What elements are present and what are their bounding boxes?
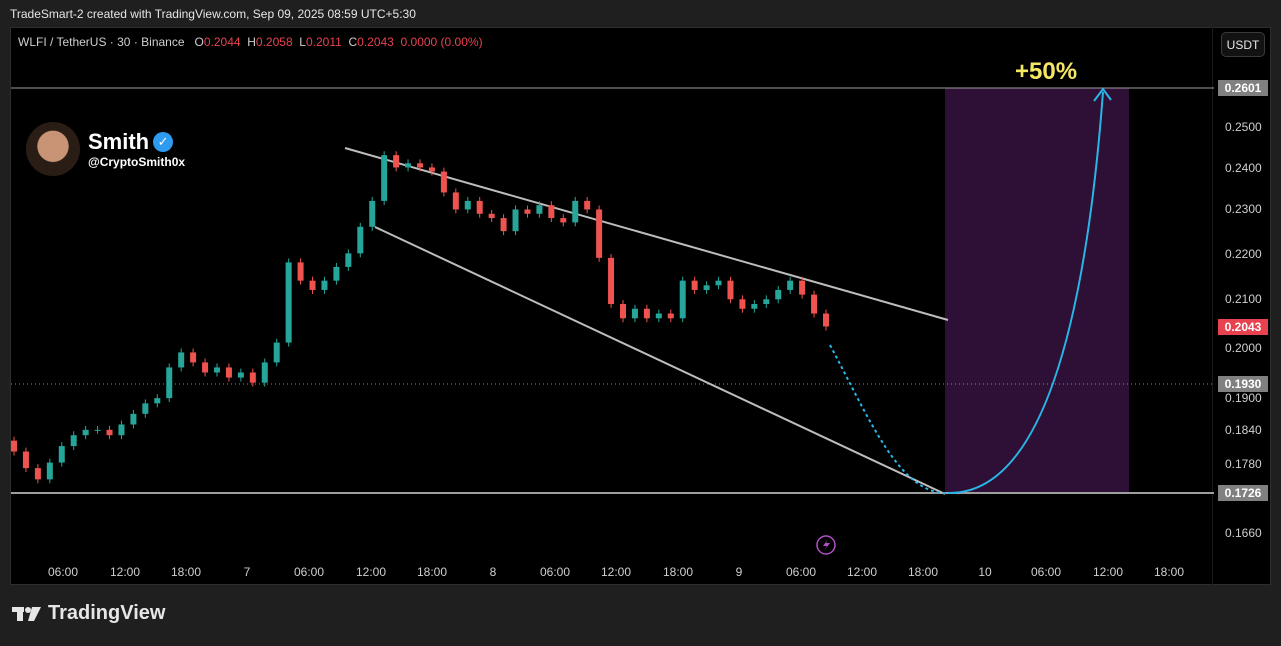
avatar xyxy=(26,122,80,176)
price-tick: 0.2400 xyxy=(1225,161,1262,175)
tradingview-watermark: TradingView xyxy=(12,602,165,625)
change-value: 0.0000 (0.00%) xyxy=(400,35,483,49)
author-name: Smith xyxy=(88,129,150,154)
projection-down-dashed xyxy=(829,344,949,495)
ohlc-legend: WLFI / TetherUS · 30 · Binance O0.2044 H… xyxy=(18,35,483,49)
price-tick: 0.2300 xyxy=(1225,202,1262,216)
time-tick: 7 xyxy=(243,565,251,579)
time-tick: 06:00 xyxy=(785,565,817,579)
lightning-event-icon[interactable] xyxy=(816,535,836,555)
time-tick: 18:00 xyxy=(907,565,939,579)
target-level-tag: 0.2601 xyxy=(1218,80,1268,96)
low-value: 0.2011 xyxy=(305,35,342,49)
candles xyxy=(11,151,829,484)
time-tick: 06:00 xyxy=(47,565,79,579)
projection-up-arrow xyxy=(947,91,1104,495)
currency-unit-button[interactable]: USDT xyxy=(1221,32,1265,57)
time-tick: 10 xyxy=(978,565,992,579)
time-tick: 8 xyxy=(489,565,497,579)
price-tick: 0.1660 xyxy=(1225,526,1262,540)
price-tick: 0.2200 xyxy=(1225,247,1262,261)
wedge-upper-trendline xyxy=(344,147,949,321)
price-tick: 0.2000 xyxy=(1225,341,1262,355)
time-tick: 06:00 xyxy=(293,565,325,579)
high-value: 0.2058 xyxy=(255,35,293,49)
time-tick: 12:00 xyxy=(1092,565,1124,579)
time-tick: 18:00 xyxy=(662,565,694,579)
price-axis-separator xyxy=(1212,27,1213,585)
wedge-lower-trendline xyxy=(374,226,946,495)
prev-close-tag: 0.1930 xyxy=(1218,376,1268,392)
time-tick: 18:00 xyxy=(416,565,448,579)
target-zone xyxy=(945,88,1129,493)
price-tick: 0.1780 xyxy=(1225,457,1262,471)
time-tick: 06:00 xyxy=(1030,565,1062,579)
last-price-tag: 0.2043 xyxy=(1218,319,1268,335)
tradingview-logo-icon xyxy=(12,606,41,621)
price-tick: 0.1840 xyxy=(1225,423,1262,437)
author-badge: Smith ✓ @CryptoSmith0x xyxy=(26,122,185,176)
time-tick: 18:00 xyxy=(170,565,202,579)
time-tick: 06:00 xyxy=(539,565,571,579)
time-tick: 9 xyxy=(735,565,743,579)
open-value: 0.2044 xyxy=(203,35,241,49)
verified-badge-icon: ✓ xyxy=(153,132,174,152)
time-tick: 12:00 xyxy=(600,565,632,579)
price-tick: 0.1900 xyxy=(1225,391,1262,405)
symbol-label[interactable]: WLFI / TetherUS · 30 · Binance xyxy=(18,35,185,49)
price-tick: 0.2100 xyxy=(1225,292,1262,306)
arrow-head-icon xyxy=(1093,87,1112,102)
close-value: 0.2043 xyxy=(357,35,394,49)
time-tick: 12:00 xyxy=(846,565,878,579)
time-tick: 18:00 xyxy=(1153,565,1185,579)
support-level-tag: 0.1726 xyxy=(1218,485,1268,501)
time-tick: 12:00 xyxy=(109,565,141,579)
time-tick: 12:00 xyxy=(355,565,387,579)
author-handle: @CryptoSmith0x xyxy=(88,155,186,169)
target-gain-label: +50% xyxy=(1015,58,1078,85)
chart-attribution: TradeSmart-2 created with TradingView.co… xyxy=(10,7,416,21)
price-tick: 0.2500 xyxy=(1225,120,1262,134)
